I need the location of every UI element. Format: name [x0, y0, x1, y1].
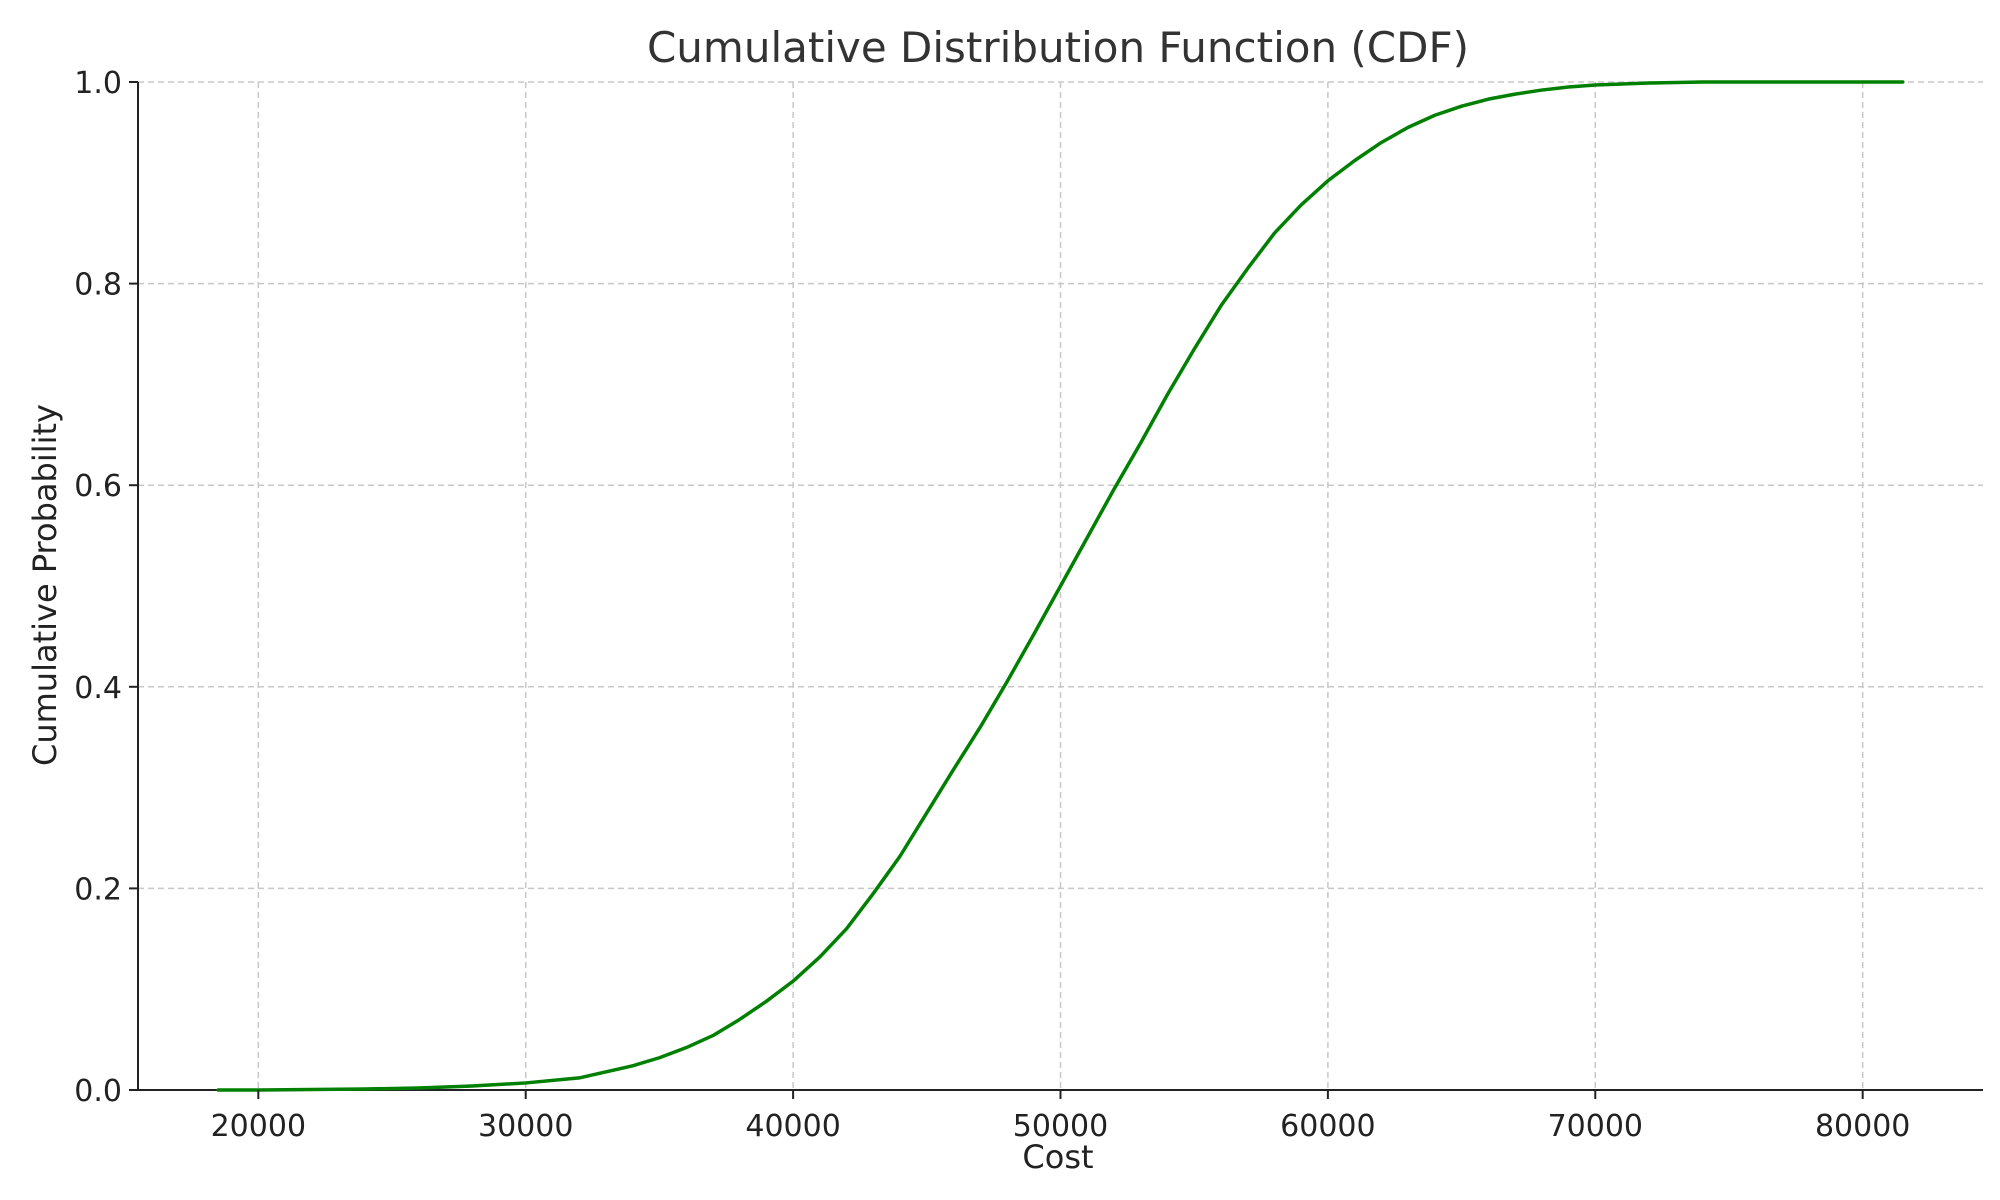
x-tick-label: 80000 — [1815, 1109, 1910, 1144]
y-axis-label: Cumulative Probability — [26, 404, 64, 766]
x-tick-label: 40000 — [745, 1109, 840, 1144]
y-tick-label: 0.4 — [74, 671, 122, 706]
x-tick-label: 60000 — [1280, 1109, 1375, 1144]
chart-title: Cumulative Distribution Function (CDF) — [647, 23, 1469, 72]
ticks-layer: 20000 30000 40000 50000 60000 70000 80000 0.0 0.… — [74, 66, 1910, 1144]
y-tick-label: 0.8 — [74, 268, 122, 303]
y-tick-label: 0.6 — [74, 469, 122, 504]
series-layer — [216, 80, 1905, 1092]
y-tick-label: 0.2 — [74, 872, 122, 907]
x-tick-label: 70000 — [1548, 1109, 1643, 1144]
x-axis-label: Cost — [1022, 1138, 1093, 1176]
cdf-series-line — [216, 80, 1905, 1092]
y-tick-label: 0.0 — [74, 1074, 122, 1109]
x-tick-label: 50000 — [1013, 1109, 1108, 1144]
x-tick-label: 30000 — [478, 1109, 573, 1144]
x-tick-label: 20000 — [211, 1109, 306, 1144]
y-tick-label: 1.0 — [74, 66, 122, 101]
